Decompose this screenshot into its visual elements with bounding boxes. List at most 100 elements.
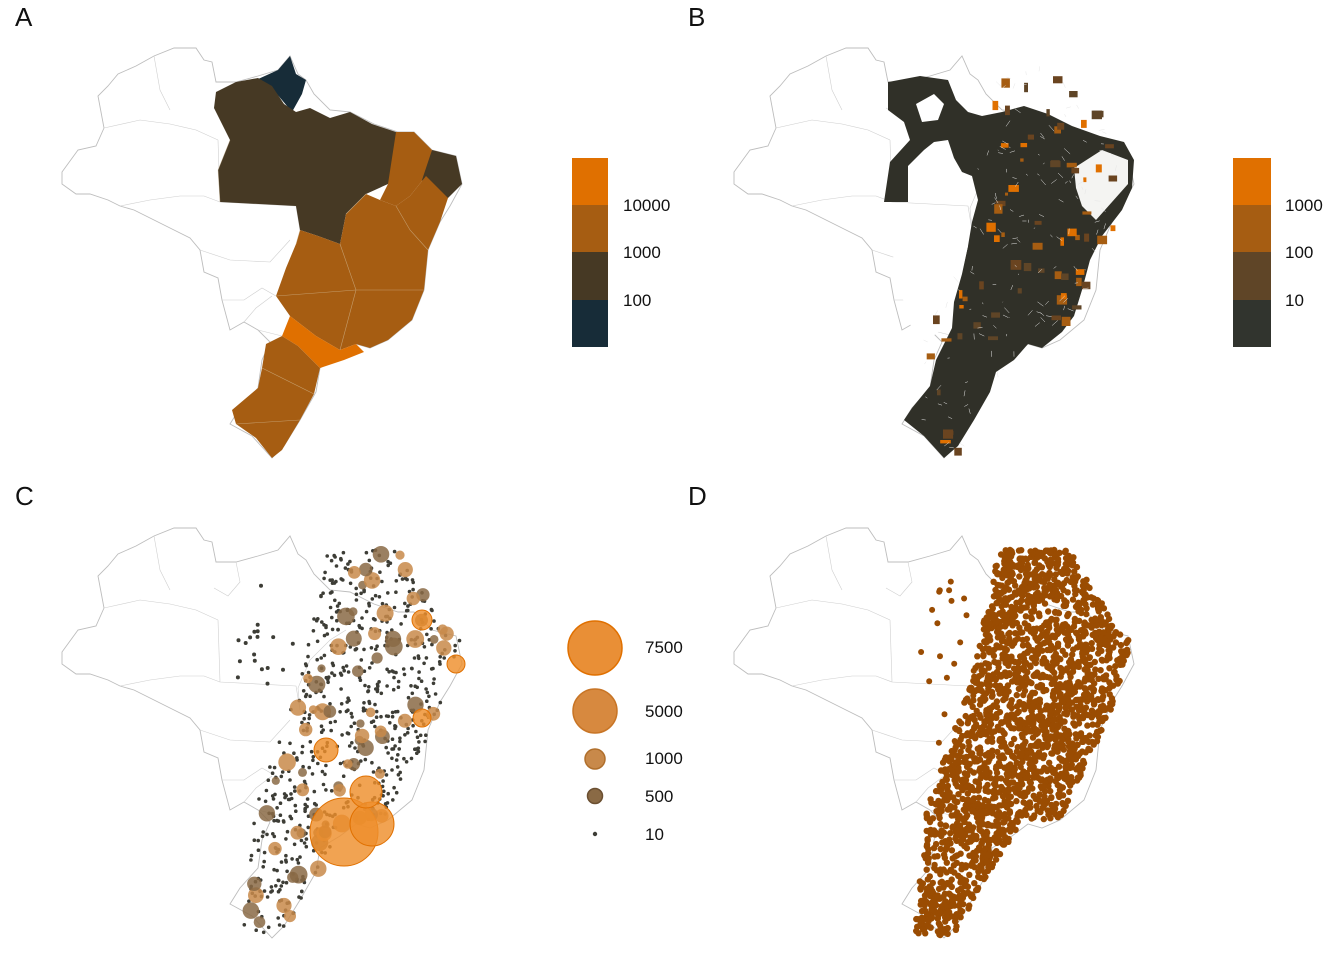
dot-point <box>980 651 987 658</box>
dot-point <box>1048 801 1055 809</box>
dot-point <box>1041 600 1049 607</box>
symbol-point-small <box>319 730 324 734</box>
dot-point <box>1024 561 1031 569</box>
symbol-point-small <box>332 673 337 678</box>
dot-point <box>1015 658 1022 666</box>
state-border-4 <box>119 195 221 207</box>
state-border-8 <box>297 629 347 711</box>
symbol-point-small <box>403 733 407 737</box>
legend-c-label-5000: 5000 <box>645 702 683 721</box>
dot-point <box>963 612 970 619</box>
symbol-point-small <box>311 758 315 763</box>
municipality-border <box>1075 195 1079 200</box>
symbol-point-small <box>423 739 427 744</box>
symbol-point-small <box>304 844 309 849</box>
dot-point <box>1008 740 1015 748</box>
dot-point <box>946 765 953 773</box>
symbol-point-small <box>265 895 270 899</box>
symbol-point-medium <box>253 916 266 928</box>
symbol-point-small <box>394 590 398 594</box>
symbol-point-small <box>362 589 366 594</box>
dot-point <box>1105 647 1112 654</box>
symbol-point-small <box>289 792 293 796</box>
symbol-point-small <box>276 916 281 920</box>
municipality-highlight <box>1072 305 1082 310</box>
dot-point <box>949 770 956 778</box>
dot-point <box>1071 568 1078 575</box>
symbol-point-small <box>261 930 266 935</box>
dot-point <box>967 732 974 740</box>
municipality-border <box>1066 106 1071 109</box>
dot-point <box>932 902 940 909</box>
state-border-1 <box>775 599 891 621</box>
dot-point <box>1043 619 1050 626</box>
symbol-point-small <box>259 667 264 672</box>
legend-a-label-100: 100 <box>623 291 652 310</box>
symbol-point-small <box>329 789 334 793</box>
dot-point <box>1088 594 1095 601</box>
symbol-point-small <box>303 694 308 699</box>
dot-point <box>976 744 984 751</box>
symbol-point-small <box>388 721 392 725</box>
dot-point <box>940 866 947 873</box>
dot-point <box>978 671 985 678</box>
symbol-point-small <box>411 723 415 728</box>
symbol-point-small <box>346 562 350 566</box>
municipality-highlight <box>1027 134 1034 140</box>
municipality-highlight <box>1110 225 1116 232</box>
dot-point <box>942 822 950 830</box>
symbol-point-small <box>265 666 270 670</box>
dot-point <box>1070 711 1077 718</box>
dot-point <box>935 885 943 893</box>
dot-point <box>1063 599 1070 606</box>
municipality-border <box>1046 315 1052 317</box>
symbol-point-small <box>305 797 310 801</box>
dot-point <box>1076 640 1084 648</box>
municipality-border <box>1002 85 1006 88</box>
dot-point <box>986 724 993 732</box>
symbol-point-small <box>323 772 327 777</box>
dot-point <box>990 652 998 659</box>
dot-point <box>1027 580 1034 587</box>
municipality-highlight <box>959 290 963 299</box>
symbol-point-small <box>322 633 327 638</box>
dot-point <box>975 868 982 875</box>
symbol-point-small <box>453 643 458 648</box>
dot-point <box>985 619 992 626</box>
dot-point <box>947 902 955 910</box>
municipality-border <box>925 396 928 399</box>
municipality-border <box>977 168 979 170</box>
dot-point <box>1062 547 1069 554</box>
state-border-2 <box>153 535 171 591</box>
symbol-point-small <box>362 701 366 705</box>
symbol-point-small <box>323 570 327 575</box>
dot-point <box>1000 696 1007 704</box>
symbol-point-small <box>284 858 288 862</box>
symbol-point-small <box>391 798 395 802</box>
dot-point <box>934 620 941 627</box>
symbol-point-small <box>325 554 330 558</box>
dot-point <box>960 806 967 813</box>
symbol-point-small <box>315 639 320 644</box>
symbol-point-small <box>380 579 384 584</box>
symbol-point-small <box>330 578 335 582</box>
legend-b-label-100: 100 <box>1285 243 1314 262</box>
panel-label-c: C <box>15 481 34 511</box>
dot-point <box>965 905 972 912</box>
dot-point <box>1052 675 1059 682</box>
symbol-point-small <box>410 578 415 582</box>
municipality-border <box>1036 311 1042 314</box>
symbol-point-small <box>335 604 340 608</box>
symbol-point-small <box>312 617 316 621</box>
symbol-point-small <box>393 724 397 728</box>
dot-point <box>1039 571 1046 578</box>
symbol-point-small <box>261 865 266 869</box>
symbol-point-medium <box>365 707 376 718</box>
dot-point <box>1114 680 1121 687</box>
symbol-point-small <box>254 928 258 932</box>
symbol-point-small <box>348 581 353 586</box>
symbol-point-small <box>252 629 257 634</box>
symbol-point-small <box>404 760 409 764</box>
dot-point <box>1035 549 1042 556</box>
dot-point <box>1040 815 1047 823</box>
